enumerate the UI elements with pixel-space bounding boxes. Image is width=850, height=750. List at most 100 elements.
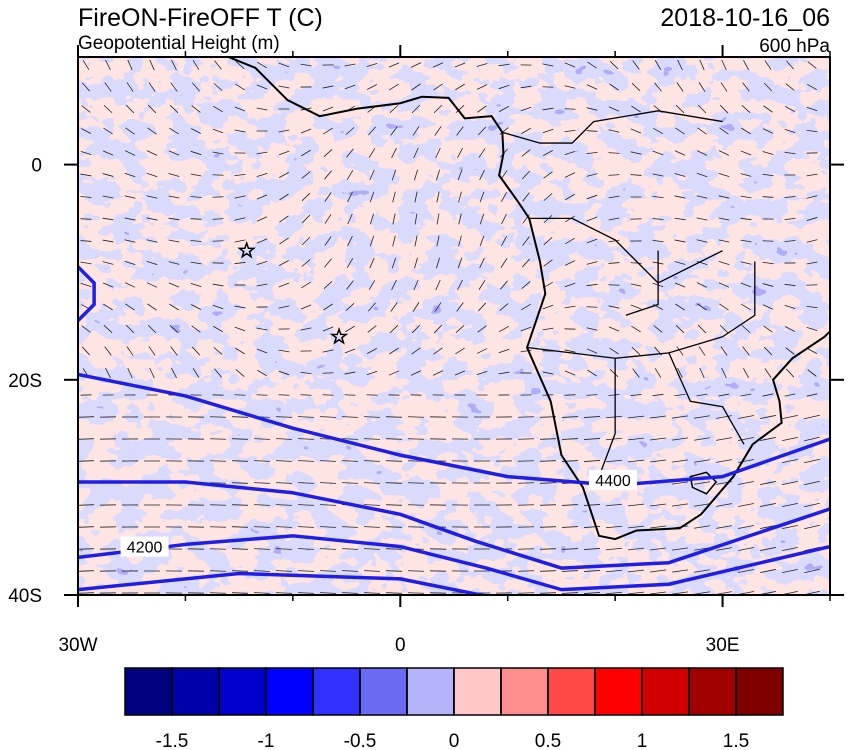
wind-vector [609, 347, 619, 355]
wind-vector [234, 217, 246, 221]
wind-vector [413, 147, 419, 159]
wind-vector [391, 169, 397, 181]
geopotential-contour [78, 372, 830, 487]
wind-vector [539, 460, 557, 462]
wind-vector [78, 438, 95, 440]
wind-vector [583, 504, 601, 506]
wind-vector [411, 104, 421, 114]
wind-vector [628, 459, 644, 463]
wind-vector [385, 416, 403, 418]
wind-vector [806, 239, 818, 243]
wind-vector [433, 324, 443, 334]
wind-vector [782, 568, 798, 574]
wind-vector [521, 258, 531, 268]
wind-vector [209, 592, 227, 594]
wind-vector [561, 548, 579, 550]
wind-vector [806, 83, 818, 91]
wind-vector [103, 303, 113, 311]
border [502, 110, 723, 144]
wind-vector [522, 192, 530, 202]
wind-vector [586, 261, 598, 265]
wind-vector [253, 460, 271, 462]
wind-vector [414, 169, 418, 181]
wind-vector [190, 261, 202, 265]
wind-vector [696, 172, 708, 178]
wind-vector [367, 325, 377, 333]
wind-vector [389, 347, 399, 355]
wind-vector [256, 216, 268, 222]
wind-vector [234, 106, 246, 112]
wind-vector [319, 482, 337, 484]
wind-vector [807, 61, 817, 69]
wind-vector [543, 171, 553, 179]
wind-vector [436, 235, 440, 247]
wind-vector [390, 302, 398, 312]
wind-vector [760, 503, 776, 507]
wind-vector [608, 284, 620, 286]
wind-vector [479, 191, 485, 203]
wind-vector [740, 195, 752, 199]
wind-vector [300, 394, 312, 396]
wind-vector [652, 239, 664, 243]
wind-vector [675, 127, 685, 135]
wind-vector [653, 325, 663, 333]
wind-vector [324, 214, 332, 224]
wind-vector [499, 303, 509, 311]
wind-vector [410, 370, 422, 376]
wind-vector [675, 104, 685, 114]
wind-vector [539, 482, 557, 484]
wind-vector [346, 258, 354, 268]
wind-vector [740, 173, 752, 177]
wind-vector [278, 349, 290, 353]
wind-vector [804, 458, 820, 464]
wind-vector [650, 547, 666, 551]
wind-vector [760, 481, 776, 485]
wind-vector [762, 304, 774, 310]
wind-vector [564, 394, 576, 396]
wind-vector [565, 237, 575, 245]
geopotential-contour [78, 534, 830, 592]
colorbar-tick-label: 0 [449, 731, 460, 750]
wind-vector [213, 105, 223, 113]
wind-vector [586, 238, 598, 244]
wind-vector [385, 548, 403, 550]
wind-vector [149, 367, 155, 379]
wind-vector [125, 303, 135, 311]
wind-vector [561, 504, 579, 506]
wind-vector [147, 127, 157, 135]
wind-vector [105, 367, 111, 379]
wind-vector [392, 213, 396, 225]
wind-vector [209, 416, 227, 418]
wind-vector [257, 61, 267, 69]
wind-vector [341, 482, 359, 484]
wind-vector [806, 217, 818, 221]
wind-vector [741, 303, 751, 311]
wind-vector [696, 393, 708, 397]
colorbar-tick-label: 1.5 [723, 731, 749, 750]
wind-vector [209, 548, 227, 550]
wind-vector [433, 347, 443, 355]
wind-vector [78, 460, 95, 462]
wind-vector [698, 82, 706, 92]
wind-vector [80, 128, 92, 134]
wind-vector [102, 217, 114, 221]
colorbar-box [359, 667, 408, 716]
wind-vector [454, 370, 466, 376]
wind-vector [763, 346, 773, 356]
wind-vector [697, 324, 707, 334]
wind-vector [784, 106, 796, 112]
wind-vector [721, 59, 727, 71]
wind-vector [363, 482, 381, 484]
wind-vector [696, 217, 708, 221]
wind-vector [414, 213, 418, 225]
wind-vector [323, 149, 333, 157]
wind-vector [630, 394, 642, 396]
wind-vector [414, 257, 418, 269]
wind-vector [191, 105, 201, 113]
wind-vector [479, 169, 485, 181]
wind-vector [628, 415, 644, 419]
wind-vector [521, 303, 531, 311]
wind-vector [78, 570, 95, 572]
wind-vector [696, 195, 708, 199]
wind-vector [300, 63, 312, 67]
